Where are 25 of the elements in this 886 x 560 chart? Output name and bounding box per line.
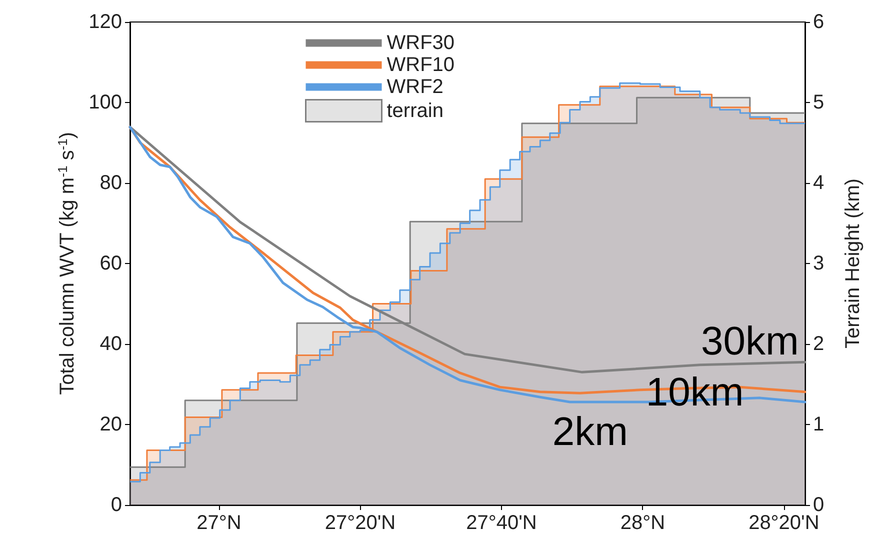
legend-label: WRF10 [386,54,455,76]
x-tick-label: 27°20'N [324,512,396,534]
y2-tick-label: 2 [813,333,824,355]
y2-tick-label: 5 [813,92,824,114]
legend-label: WRF30 [386,32,455,54]
y2-tick-label: 3 [813,252,824,274]
y-axis-title: Total column WVT (kg m-1 s-1) [55,132,79,395]
legend-label: WRF2 [386,76,444,98]
x-tick-label: 27°40'N [466,512,537,534]
y-tick-label: 40 [100,333,122,355]
x-tick-label: 28°N [620,512,666,534]
y-tick-label: 60 [100,252,122,274]
legend-label: terrain [386,100,444,122]
y-tick-label: 120 [88,11,122,33]
x-tick-label: 27°N [196,512,242,534]
y-tick-label: 80 [100,172,122,194]
y-tick-label: 0 [110,494,122,516]
y2-axis-title: Terrain Height (km) [842,178,864,349]
y2-tick-label: 6 [813,11,824,33]
y2-tick-label: 4 [813,172,824,194]
y-tick-label: 100 [88,92,122,114]
annotation: 2km [552,410,628,454]
y2-tick-label: 1 [813,414,824,436]
annotation: 30km [701,319,799,364]
y-tick-label: 20 [100,414,122,436]
